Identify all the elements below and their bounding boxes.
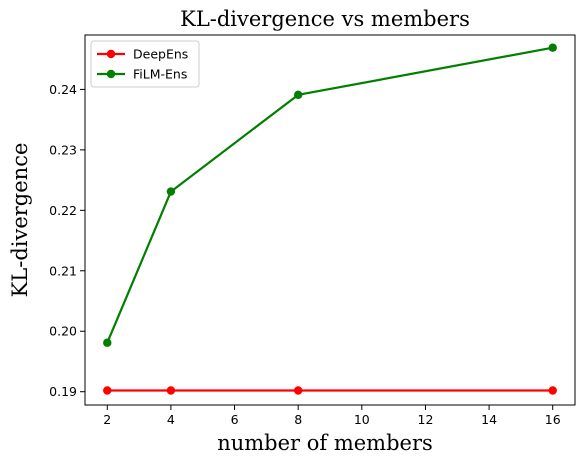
data-point-deepens — [293, 386, 303, 395]
x-tick-label: 8 — [294, 412, 302, 427]
legend-marker-deepens — [106, 49, 116, 59]
x-tick-label: 2 — [103, 412, 111, 427]
x-tick-label: 12 — [418, 412, 434, 427]
y-tick-label: 0.24 — [49, 82, 77, 97]
y-axis-label: KL-divergence — [8, 143, 32, 298]
x-tick-label: 6 — [231, 412, 239, 427]
y-tick-label: 0.21 — [49, 263, 77, 278]
x-axis-label: number of members — [217, 431, 433, 455]
y-tick-label: 0.23 — [49, 142, 77, 157]
data-point-film-ens — [103, 338, 112, 347]
x-tick-label: 16 — [545, 412, 561, 427]
y-tick-label: 0.19 — [49, 384, 77, 399]
x-tick-label: 4 — [167, 412, 175, 427]
data-point-deepens — [548, 386, 557, 395]
data-point-film-ens — [166, 187, 176, 196]
series-line-film-ens — [106, 46, 553, 344]
legend-box — [90, 40, 200, 88]
legend-label-film-ens: FiLM-Ens — [133, 67, 187, 82]
data-point-film-ens — [548, 43, 557, 52]
axes-frame — [84, 34, 576, 406]
legend: DeepEns FiLM-Ens — [90, 40, 200, 88]
chart-title: KL-divergence vs members — [180, 7, 470, 31]
data-point-deepens — [103, 386, 112, 395]
y-tick-label: 0.22 — [49, 203, 77, 218]
plot-area: 2 4 6 8 10 12 14 16 0.19 0.20 0.21 0.22 0.23 0.24 — [49, 34, 576, 427]
legend-marker-film-ens — [106, 69, 116, 79]
legend-label-deepens: DeepEns — [133, 47, 188, 62]
data-point-deepens — [166, 386, 176, 395]
data-point-film-ens — [293, 90, 303, 100]
x-tick-label: 10 — [354, 412, 370, 427]
y-tick-label: 0.20 — [49, 324, 77, 339]
x-tick-label: 14 — [481, 412, 497, 427]
